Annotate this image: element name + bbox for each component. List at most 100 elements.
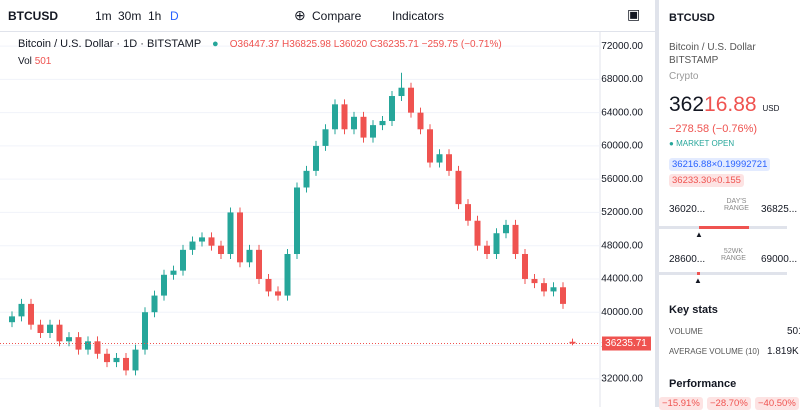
perf-chip: −28.70% [707,397,751,410]
high: 36825.98 [289,39,331,50]
kind: Crypto [669,71,699,82]
candle-body [256,249,262,279]
candle-body [389,96,395,121]
symbol: BTCUSD [669,12,715,24]
day-label: DAY'S RANGE [724,198,749,212]
candle-body [341,104,348,130]
y-tick-label: 60000.00 [601,141,643,152]
candle-body [465,204,471,221]
key-stats: Key stats [669,304,718,316]
candle-body [113,357,120,363]
candle-body [436,154,443,163]
range-fill [699,226,749,229]
y-tick-label: 52000.00 [601,207,643,218]
l: L [333,39,340,50]
volume-legend: Vol 501 [18,56,502,67]
side-panel: BTCUSD Bitcoin / U.S. Dollar BITSTAMP Cr… [655,0,800,410]
bid: 36216.88×0.19992721 [669,158,771,171]
candle-body [351,116,357,130]
day-high: 36825... [761,204,798,215]
range-marker: ▲ [695,230,703,239]
candle-body [85,341,91,350]
candle-body [227,212,234,255]
candle-body [512,224,519,255]
compare-button[interactable]: Compare [312,9,362,23]
candle-body [170,270,177,275]
perf-chip: −40.50% [755,397,799,410]
candle-body [47,324,53,333]
interval[interactable]: 1h [148,9,162,23]
candle-body [455,170,462,205]
exchange: BITSTAMP [669,55,719,66]
candle-body [417,112,424,130]
interval[interactable]: D [170,9,179,23]
price-tag [602,336,651,351]
candle-body [370,125,376,138]
candle-body [569,341,576,344]
candle-body [237,212,243,263]
indicators-button[interactable]: Indicators [392,9,445,23]
candle-body [474,220,481,246]
candle-body [294,187,300,255]
legend-ohlc: O36447.37 H36825.98 L36020 C36235.71 −25… [230,39,502,50]
candle-body [246,249,253,263]
candle-body [446,154,452,171]
status-text: MARKET OPEN [676,139,735,148]
candle-body [360,116,367,138]
change: −259.75 (−0.71%) [421,39,502,50]
candle-body [408,87,414,113]
candle-body [180,249,186,271]
candle-body [275,291,281,296]
candle-body [189,241,196,250]
candle-body [493,233,500,255]
candle-body [56,324,63,342]
currency: USD [762,104,780,113]
candle-body [199,237,205,242]
c: C [369,39,378,50]
candle-body [531,278,538,284]
y-tick-label: 72000.00 [601,41,643,52]
snapshot-icon[interactable]: ▣ [627,6,641,22]
y-tick-label: 56000.00 [601,174,643,185]
change: −278.58 (−0.76%) [669,123,758,135]
interval[interactable]: 30m [118,9,142,23]
wk-high: 69000... [761,254,798,265]
candle-body [550,287,557,292]
candle-body [427,129,433,163]
status-dot: ● [212,38,219,50]
candle-body [28,303,34,325]
symbol[interactable]: BTCUSD [8,9,58,23]
volume-label: VOLUME [669,327,703,336]
candle-body [503,224,509,234]
range-fill [697,272,700,275]
candle-body [151,295,158,313]
l2: RANGE [721,255,746,262]
candle-body [265,278,272,292]
candle-body [484,245,490,255]
candle-body [379,120,386,126]
candle-body [284,254,291,296]
range-marker: ▲ [694,276,702,285]
candle-body [18,303,25,317]
perf-chip: −15.91% [659,397,703,410]
y-tick-label: 48000.00 [601,240,643,251]
candle-body [132,349,139,371]
h: H [282,39,290,50]
y-tick-label: 64000.00 [601,107,643,118]
y-tick-label: 32000.00 [601,373,643,384]
y-tick-label: 40000.00 [601,307,643,318]
interval[interactable]: 1m [95,9,112,23]
close: 36235.71 [377,39,419,50]
candle-body [560,287,566,304]
price-main: 362 [669,93,705,116]
toolbar: BTCUSD 1m 30m 1h D ⊕ Compare Indicators … [0,0,655,32]
chart: 32000.0036000.0040000.0044000.0048000.00… [0,32,651,407]
performance: Performance [669,378,737,390]
price-frac: 16.88 [704,93,757,116]
avg-label: AVERAGE VOLUME (10) [669,347,760,356]
candle-body [313,145,319,171]
range-bar [659,272,787,275]
candle-body [94,341,101,354]
l1: DAY'S [726,198,747,205]
